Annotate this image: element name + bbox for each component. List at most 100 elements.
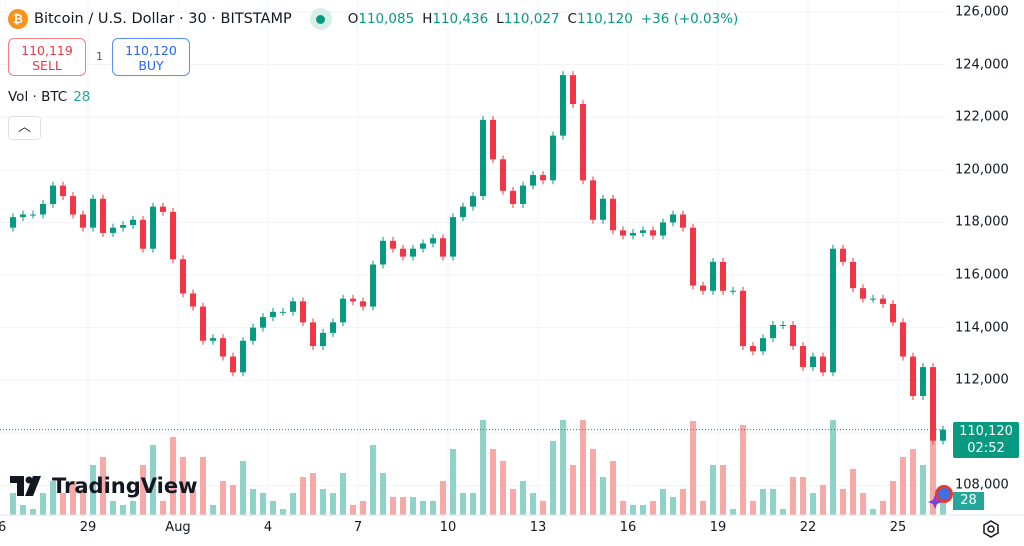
volume-bar xyxy=(180,457,186,515)
sell-button[interactable]: 110,119 SELL xyxy=(8,38,86,76)
price-tick: 114,000 xyxy=(955,320,1009,336)
candle xyxy=(760,334,766,356)
price-tick: 116,000 xyxy=(955,267,1009,283)
assistant-icon[interactable] xyxy=(928,483,954,509)
volume-bar xyxy=(630,505,636,515)
candle xyxy=(560,71,566,140)
candle-body xyxy=(710,261,716,291)
volume-bar xyxy=(340,473,346,515)
candle-body xyxy=(660,222,666,236)
candle xyxy=(720,257,726,295)
volume-bar xyxy=(800,477,806,515)
volume-bar xyxy=(590,449,596,515)
candle xyxy=(150,202,156,253)
candle xyxy=(570,71,576,109)
candle xyxy=(220,334,226,361)
candle xyxy=(930,363,936,445)
candle-body xyxy=(290,301,296,312)
volume-bar xyxy=(680,489,686,515)
candle-body xyxy=(780,324,786,326)
candle-body xyxy=(750,346,756,352)
candle xyxy=(680,210,686,232)
volume-bar xyxy=(920,465,926,515)
candle-body xyxy=(190,293,196,307)
candle xyxy=(30,210,36,219)
candle-body xyxy=(280,311,286,313)
candle xyxy=(280,307,286,316)
candle-body xyxy=(490,119,496,160)
volume-bar xyxy=(80,489,86,515)
open-value: 110,085 xyxy=(358,11,415,27)
candle-body xyxy=(590,180,596,220)
volume-bar xyxy=(820,485,826,515)
buy-button[interactable]: 110,120 BUY xyxy=(112,38,190,76)
candle xyxy=(450,213,456,261)
candle xyxy=(870,294,876,303)
price-tick: 108,000 xyxy=(955,477,1009,493)
candle xyxy=(120,221,126,232)
candle xyxy=(850,257,856,293)
candle-body xyxy=(50,185,56,205)
collapse-legend-button[interactable]: ︿ xyxy=(8,116,41,140)
tradingview-logo[interactable]: TradingView xyxy=(10,474,197,498)
quantity[interactable]: 1 xyxy=(96,50,103,63)
candle xyxy=(230,352,236,377)
price-tick: 126,000 xyxy=(955,4,1009,20)
volume-bar xyxy=(620,501,626,515)
candle-body xyxy=(60,185,66,197)
volume-bar xyxy=(310,473,316,515)
volume-bar xyxy=(890,481,896,515)
volume-bar xyxy=(910,449,916,515)
candle-body xyxy=(440,238,446,257)
candle-body xyxy=(910,356,916,397)
current-price-label: 110,120 02:52 xyxy=(953,422,1019,458)
candle-body xyxy=(40,204,46,215)
candle-body xyxy=(260,317,266,328)
candle xyxy=(250,323,256,345)
candle-body xyxy=(940,429,946,441)
candle-body xyxy=(830,248,836,373)
candle xyxy=(90,194,96,232)
candle xyxy=(460,202,466,222)
volume-bar xyxy=(660,489,666,515)
sell-label: SELL xyxy=(32,58,62,73)
high-value: 110,436 xyxy=(432,11,489,27)
volume-legend[interactable]: Vol · BTC 28 xyxy=(8,89,90,105)
candle-body xyxy=(380,240,386,265)
candle xyxy=(390,236,396,253)
buy-price: 110,120 xyxy=(125,43,177,58)
volume-bar xyxy=(10,493,16,515)
candle-body xyxy=(870,298,876,300)
symbol-title[interactable]: Bitcoin / U.S. Dollar · 30 · BITSTAMP xyxy=(34,11,292,27)
candle xyxy=(920,363,926,400)
candle-body xyxy=(210,338,216,341)
price-tick: 122,000 xyxy=(955,109,1009,125)
candle xyxy=(70,192,76,219)
candle xyxy=(690,223,696,290)
candle-body xyxy=(310,322,316,347)
volume-bar xyxy=(250,489,256,515)
time-tick: 26 xyxy=(0,520,7,535)
candle xyxy=(520,181,526,208)
candle xyxy=(730,286,736,295)
candle xyxy=(430,234,436,248)
candle-body xyxy=(450,217,456,257)
time-tick: 16 xyxy=(619,520,637,535)
volume-bar xyxy=(160,501,166,515)
ohlc-high: H110,436 xyxy=(422,11,488,27)
candle-body xyxy=(420,243,426,249)
candle-body xyxy=(300,301,306,323)
candle-body xyxy=(170,211,176,260)
time-tick: 22 xyxy=(799,520,817,535)
volume-bar xyxy=(900,457,906,515)
candle xyxy=(470,192,476,211)
candle-body xyxy=(90,198,96,228)
settings-icon[interactable] xyxy=(981,519,1001,539)
market-status-icon[interactable] xyxy=(309,8,332,30)
time-tick: 4 xyxy=(263,520,273,535)
logo-text: TradingView xyxy=(52,474,198,498)
time-tick: Aug xyxy=(165,520,191,535)
volume-bar xyxy=(810,493,816,515)
candle-body xyxy=(30,214,36,216)
